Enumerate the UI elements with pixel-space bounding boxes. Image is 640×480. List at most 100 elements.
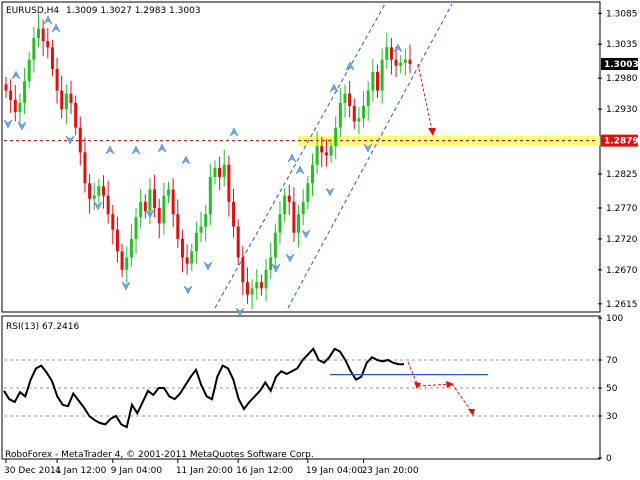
candle-body xyxy=(250,288,254,295)
candle-body xyxy=(78,127,82,153)
time-tick-label: 16 Jan 12:00 xyxy=(236,466,293,476)
chart-title: EURUSD,H4 xyxy=(6,6,59,16)
candle-body xyxy=(32,38,36,60)
copyright-text: RoboForex - MetaTrader 4, © 2001-2011 Me… xyxy=(5,450,314,460)
candle-body xyxy=(171,189,175,215)
fractal-up-arrow xyxy=(295,165,305,175)
channel-upper-line xyxy=(214,3,386,309)
candle-body xyxy=(380,59,384,91)
price-tick-label: 1.3035 xyxy=(606,40,638,50)
candle-body xyxy=(301,201,305,215)
candle-body xyxy=(385,47,389,60)
fractal-down-arrow xyxy=(3,119,13,129)
candle-body xyxy=(264,269,268,289)
candle-body xyxy=(269,257,273,270)
fractal-down-arrow xyxy=(17,121,27,131)
rsi-forecast-line xyxy=(407,361,419,387)
candle-body xyxy=(343,93,347,103)
rsi-tick-label: 50 xyxy=(606,384,618,394)
fractal-up-arrow xyxy=(157,143,167,153)
candle-body xyxy=(60,90,64,110)
candle-body xyxy=(352,106,356,122)
candle-body xyxy=(153,189,157,208)
candle-body xyxy=(46,41,50,48)
fractal-up-arrow xyxy=(329,83,339,93)
candle-body xyxy=(362,106,366,119)
candle-body xyxy=(13,99,17,113)
candle-body xyxy=(120,251,124,270)
candle-body xyxy=(273,232,277,258)
candle-body xyxy=(329,146,333,156)
time-tick-label: 23 Jan 20:00 xyxy=(362,466,419,476)
candle-body xyxy=(408,59,412,64)
candle-body xyxy=(232,201,236,227)
candle-body xyxy=(185,257,189,264)
candle-body xyxy=(213,167,217,178)
candle-body xyxy=(199,226,203,233)
candle-body xyxy=(134,217,138,239)
candle-body xyxy=(176,214,180,239)
time-tick-label: 19 Jan 04:00 xyxy=(306,466,363,476)
ohlc-values: 1.3009 1.3027 1.2983 1.3003 xyxy=(66,6,201,16)
fractal-up-arrow xyxy=(345,61,355,71)
candle-body xyxy=(41,28,45,42)
candle-body xyxy=(143,201,147,212)
fractal-down-arrow xyxy=(203,261,213,271)
price-tick-label: 1.2980 xyxy=(606,74,638,84)
candle-body xyxy=(389,47,393,60)
fractal-down-arrow xyxy=(145,209,155,219)
fractal-down-arrow xyxy=(301,229,311,239)
current-price-label: 1.3003 xyxy=(604,60,639,70)
candle-body xyxy=(287,195,291,202)
price-layer xyxy=(3,3,600,317)
candle-body xyxy=(190,251,194,264)
price-tick-label: 1.3085 xyxy=(606,9,638,19)
fractal-down-arrow xyxy=(363,143,373,153)
candle-body xyxy=(259,282,263,289)
candle-body xyxy=(297,214,301,233)
candle-body xyxy=(255,282,259,289)
candle-body xyxy=(194,232,198,252)
candle-body xyxy=(180,238,184,258)
candle-body xyxy=(394,59,398,66)
forecast-arrow-line xyxy=(417,63,433,131)
candle-body xyxy=(366,90,370,106)
candle-body xyxy=(371,72,375,91)
rsi-forecast-line xyxy=(451,383,473,413)
rsi-tick-label: 100 xyxy=(606,314,623,324)
rsi-line xyxy=(3,347,404,429)
candle-body xyxy=(88,183,92,199)
candle-body xyxy=(399,62,403,66)
support-price-badge xyxy=(601,134,638,147)
candle-body xyxy=(324,152,328,156)
price-tick-label: 1.2930 xyxy=(606,105,638,115)
candle-body xyxy=(37,28,41,38)
candle-body xyxy=(148,189,152,212)
candle-body xyxy=(162,195,166,224)
rsi-forecast-head xyxy=(446,381,454,388)
price-panel xyxy=(1,1,601,313)
candle-body xyxy=(292,201,296,233)
fractal-up-arrow xyxy=(43,15,53,25)
fractal-up-arrow xyxy=(131,145,141,155)
time-tick-label: 11 Jan 20:00 xyxy=(176,466,233,476)
candle-body xyxy=(55,68,59,91)
rsi-forecast-head xyxy=(414,382,421,389)
candle-body xyxy=(92,195,96,199)
fractal-up-arrow xyxy=(51,23,61,33)
candle-body xyxy=(83,152,87,184)
fractal-up-arrow xyxy=(393,43,403,53)
candle-body xyxy=(50,47,54,69)
candle-body xyxy=(23,81,27,103)
candle-body xyxy=(241,257,245,283)
candle-body xyxy=(375,72,379,91)
forecast-arrow-head xyxy=(428,128,436,136)
candle-body xyxy=(4,84,8,91)
candle-body xyxy=(278,214,282,233)
candle-body xyxy=(139,201,143,218)
fractal-up-arrow xyxy=(11,70,21,80)
candle-body xyxy=(236,226,240,258)
rsi-layer xyxy=(3,347,598,429)
fractal-up-arrow xyxy=(287,153,297,163)
fractal-down-arrow xyxy=(65,135,75,145)
